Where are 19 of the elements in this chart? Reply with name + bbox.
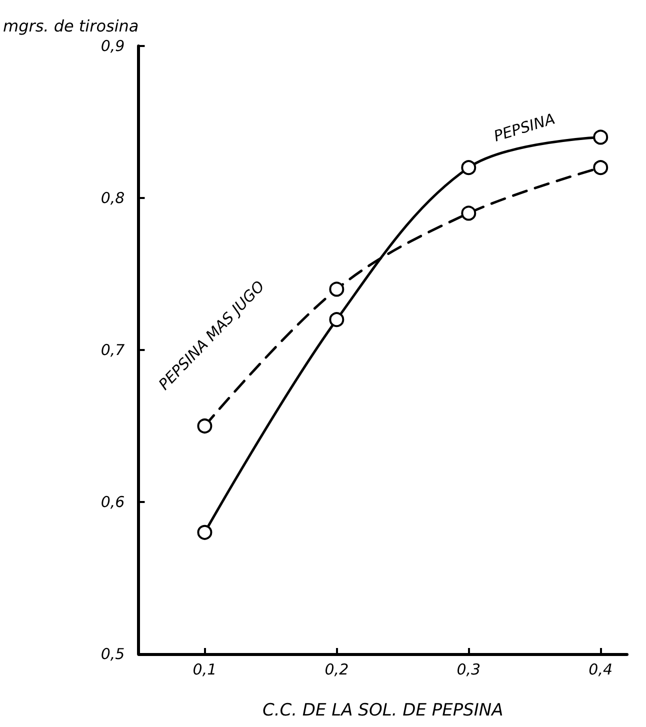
x-axis-title: C.C. DE LA SOL. DE PEPSINA	[262, 700, 504, 720]
x-tick-label: 0,3	[456, 660, 481, 678]
point	[461, 206, 476, 221]
point	[461, 160, 476, 176]
point	[593, 160, 608, 176]
point	[329, 312, 344, 328]
y-axis-title: mgrs. de tirosina	[2, 16, 139, 36]
x-tick-label: 0,2	[324, 660, 349, 678]
point	[197, 524, 212, 540]
x-tick-label: 0,4	[588, 660, 613, 678]
y-tick-label: 0,5	[100, 645, 125, 663]
x-tick-label: 0,1	[192, 660, 217, 678]
point	[593, 130, 608, 145]
point	[197, 418, 212, 434]
y-tick-label: 0,8	[100, 189, 125, 207]
y-tick-label: 0,7	[100, 341, 126, 359]
y-tick-label: 0,9	[100, 37, 125, 55]
y-tick-label: 0,6	[100, 493, 125, 511]
point	[329, 282, 344, 297]
